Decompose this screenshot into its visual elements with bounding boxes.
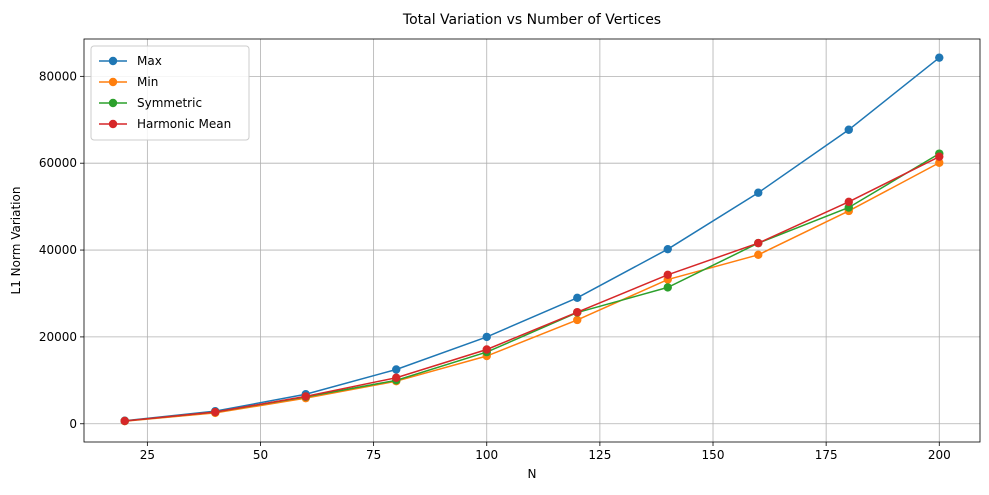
data-point-max <box>935 53 944 62</box>
data-point-max <box>844 125 853 134</box>
legend-label-min: Min <box>137 75 158 89</box>
series-line-symmetric <box>124 153 940 422</box>
x-tick-label: 100 <box>475 448 498 462</box>
x-tick-label: 50 <box>253 448 268 462</box>
data-point-harmonic-mean <box>392 373 401 382</box>
legend-box <box>90 45 250 141</box>
data-point-harmonic-mean <box>844 197 853 207</box>
data-point-harmonic-mean <box>301 392 310 401</box>
y-tick-label: 20000 <box>39 330 77 344</box>
legend-marker-symmetric <box>108 98 118 108</box>
data-point-max <box>663 244 672 254</box>
x-tick-label: 125 <box>588 448 611 462</box>
y-tick-label: 60000 <box>39 156 77 170</box>
data-point-min <box>754 250 763 260</box>
series-line-min <box>124 162 940 422</box>
series-line-harmonic-mean <box>124 156 940 422</box>
data-point-harmonic-mean <box>211 407 220 417</box>
y-tick-label: 0 <box>69 417 77 431</box>
data-point-harmonic-mean <box>754 238 763 248</box>
x-tick-label: 150 <box>702 448 725 462</box>
data-point-min <box>573 315 582 325</box>
series-lines <box>120 53 944 426</box>
series-harmonic-mean <box>120 152 944 426</box>
x-tick-label: 175 <box>815 448 838 462</box>
x-axis-label: N <box>528 467 537 481</box>
data-point-max <box>392 365 401 374</box>
legend-marker-min <box>108 77 118 87</box>
legend: Max Min Symmetric Harmonic Mean <box>90 45 250 141</box>
data-point-harmonic-mean <box>482 345 491 354</box>
data-point-max <box>754 188 763 197</box>
series-min <box>120 158 944 426</box>
data-point-harmonic-mean <box>120 416 129 426</box>
x-tick-label: 75 <box>366 448 381 462</box>
data-point-symmetric <box>663 283 672 292</box>
series-symmetric <box>120 149 944 426</box>
x-tick-label: 25 <box>140 448 155 462</box>
data-point-harmonic-mean <box>663 270 672 280</box>
y-tick-label: 80000 <box>39 69 77 83</box>
y-axis-label: L1 Norm Variation <box>9 187 23 295</box>
data-point-min <box>935 158 944 167</box>
chart-title: Total Variation vs Number of Vertices <box>402 12 661 28</box>
x-tick-label: 200 <box>928 448 951 462</box>
axis-ticks: 25 50 75 100 125 150 175 200 0 20000 40000 60000 800… <box>39 69 951 462</box>
data-point-harmonic-mean <box>573 307 582 317</box>
data-point-max <box>482 332 491 342</box>
legend-label-harmonic-mean: Harmonic Mean <box>137 117 231 131</box>
grid <box>84 39 980 442</box>
plot-frame <box>83 38 981 443</box>
legend-label-max: Max <box>137 54 162 68</box>
y-tick-label: 40000 <box>39 243 77 257</box>
legend-marker-max <box>108 56 118 66</box>
series-line-max <box>124 57 940 422</box>
legend-marker-harmonic-mean <box>108 119 118 129</box>
data-point-harmonic-mean <box>935 152 944 161</box>
data-point-max <box>573 293 582 303</box>
legend-label-symmetric: Symmetric <box>137 96 202 110</box>
